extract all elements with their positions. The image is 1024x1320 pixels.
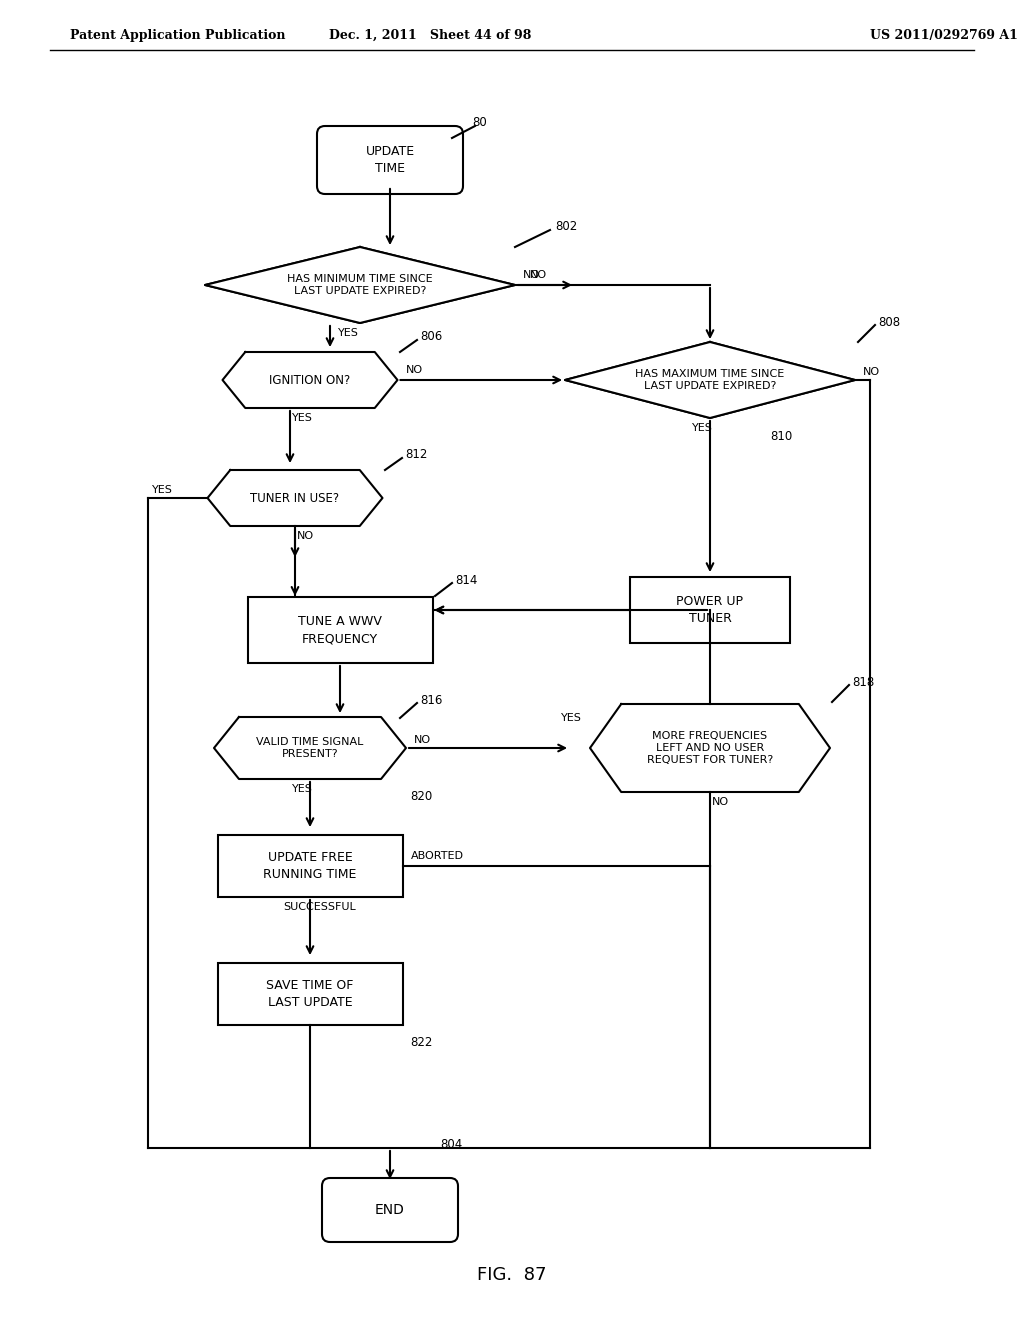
Text: Patent Application Publication: Patent Application Publication [70,29,286,41]
FancyBboxPatch shape [322,1177,458,1242]
Text: 810: 810 [770,429,793,442]
Text: 80: 80 [473,116,487,128]
Text: YES: YES [152,484,172,495]
Text: Dec. 1, 2011   Sheet 44 of 98: Dec. 1, 2011 Sheet 44 of 98 [329,29,531,41]
Text: 812: 812 [406,447,427,461]
Text: FIG.  87: FIG. 87 [477,1266,547,1284]
Text: IGNITION ON?: IGNITION ON? [269,374,350,387]
Text: NO: NO [523,271,540,280]
Text: SAVE TIME OF
LAST UPDATE: SAVE TIME OF LAST UPDATE [266,979,353,1008]
Text: NO: NO [406,366,423,375]
Text: 802: 802 [555,220,578,234]
Text: YES: YES [691,422,713,433]
Text: HAS MINIMUM TIME SINCE
LAST UPDATE EXPIRED?: HAS MINIMUM TIME SINCE LAST UPDATE EXPIR… [287,273,433,296]
Text: NO: NO [296,531,313,541]
Text: 816: 816 [420,693,442,706]
Text: 804: 804 [440,1138,462,1151]
Text: 814: 814 [455,573,477,586]
Polygon shape [208,470,383,525]
Text: TUNER IN USE?: TUNER IN USE? [251,491,340,504]
Polygon shape [222,352,397,408]
Text: UPDATE FREE
RUNNING TIME: UPDATE FREE RUNNING TIME [263,851,356,880]
Text: UPDATE
TIME: UPDATE TIME [366,145,415,176]
Text: 822: 822 [410,1036,432,1049]
Text: MORE FREQUENCIES
LEFT AND NO USER
REQUEST FOR TUNER?: MORE FREQUENCIES LEFT AND NO USER REQUES… [647,730,773,766]
Text: 806: 806 [420,330,442,342]
Text: NO: NO [530,271,547,280]
Text: NO: NO [414,735,431,744]
Polygon shape [214,717,406,779]
Bar [217,836,402,898]
FancyBboxPatch shape [317,125,463,194]
Text: END: END [375,1203,404,1217]
Text: NO: NO [863,367,880,378]
Text: 808: 808 [878,315,900,329]
Text: TUNE A WWV
FREQUENCY: TUNE A WWV FREQUENCY [298,615,382,645]
Text: SUCCESSFUL: SUCCESSFUL [284,902,356,912]
Text: ABORTED: ABORTED [411,851,464,861]
Polygon shape [565,342,855,418]
Bar [248,597,432,663]
Text: YES: YES [292,413,312,422]
Text: VALID TIME SIGNAL
PRESENT?: VALID TIME SIGNAL PRESENT? [256,737,364,759]
Bar [630,577,790,643]
Text: 818: 818 [852,676,874,689]
Text: POWER UP
TUNER: POWER UP TUNER [677,595,743,624]
Text: NO: NO [712,797,728,807]
Text: US 2011/0292769 A1: US 2011/0292769 A1 [870,29,1018,41]
Text: YES: YES [292,784,312,795]
Text: YES: YES [338,327,358,338]
Text: YES: YES [561,713,582,723]
Bar [217,964,402,1026]
Text: 820: 820 [410,791,432,804]
Polygon shape [205,247,515,323]
Polygon shape [590,704,830,792]
Text: HAS MAXIMUM TIME SINCE
LAST UPDATE EXPIRED?: HAS MAXIMUM TIME SINCE LAST UPDATE EXPIR… [635,368,784,391]
